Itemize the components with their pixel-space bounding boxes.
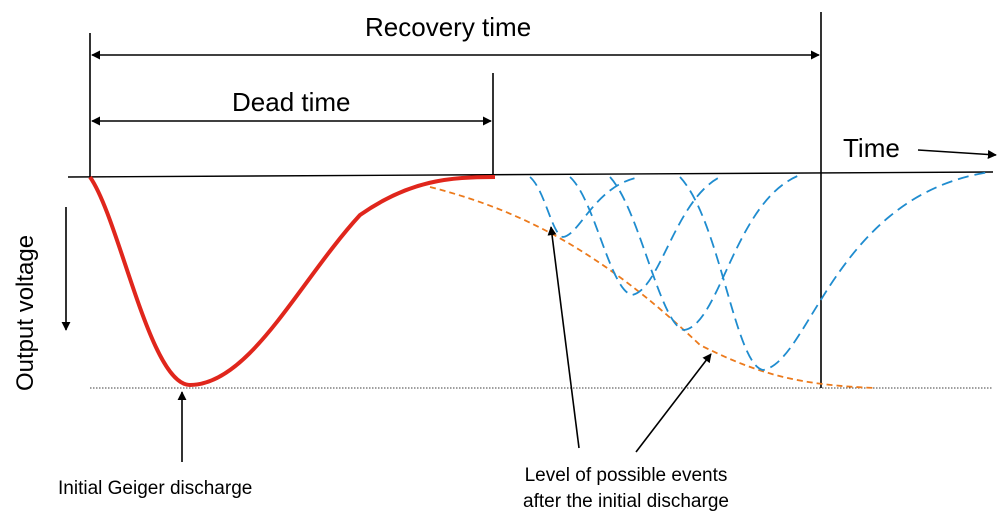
output-voltage-label: Output voltage (12, 234, 39, 391)
time-axis-arrow (917, 149, 997, 159)
level-pointer-right (635, 353, 712, 453)
baseline (67, 171, 994, 178)
dead-time-label: Dead time (232, 87, 351, 117)
initial-discharge-curve (88, 175, 496, 388)
possible-pulse-1 (529, 176, 641, 238)
possible-pulse-3 (609, 174, 801, 331)
possible-pulse-4 (679, 171, 991, 371)
level-pointer-left (547, 226, 580, 449)
possible-events-label: Level of possible events after the initi… (486, 463, 766, 515)
level-envelope-curve (429, 186, 876, 389)
possible-events-line1: Level of possible events (524, 465, 728, 486)
recovery-time-label: Recovery time (365, 12, 532, 42)
initial-discharge-label: Initial Geiger discharge (58, 478, 253, 499)
time-axis-label: Time (843, 133, 900, 163)
possible-pulse-2 (569, 176, 721, 296)
possible-events-line2: after the initial discharge (523, 491, 729, 512)
